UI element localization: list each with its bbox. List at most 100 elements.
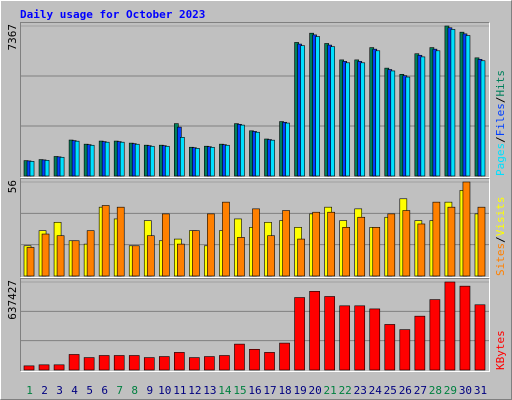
bar xyxy=(146,235,155,277)
bar xyxy=(26,247,35,277)
bar xyxy=(309,291,320,371)
bar xyxy=(189,357,200,371)
x-tick-label: 18 xyxy=(278,384,291,397)
x-tick-label: 10 xyxy=(158,384,171,397)
bar xyxy=(282,210,290,277)
x-tick-label: 19 xyxy=(293,384,306,397)
bar xyxy=(324,296,335,371)
bar xyxy=(477,206,486,277)
bar xyxy=(143,357,155,371)
bar xyxy=(375,50,381,177)
bar xyxy=(113,355,125,371)
bar xyxy=(195,148,200,177)
x-tick-label: 31 xyxy=(474,384,487,397)
bar xyxy=(177,243,185,277)
bar xyxy=(255,131,260,177)
x-tick-label: 29 xyxy=(444,384,457,397)
bar xyxy=(330,46,335,177)
bar xyxy=(149,145,155,177)
bar xyxy=(450,29,456,177)
y-tick-label: 637427 xyxy=(6,280,19,320)
bar xyxy=(312,211,320,277)
bar xyxy=(297,238,305,277)
bar xyxy=(390,70,396,177)
bar xyxy=(53,364,65,371)
bar xyxy=(41,233,50,277)
bar xyxy=(23,365,35,371)
bar xyxy=(444,281,456,371)
x-tick-label: 26 xyxy=(399,384,412,397)
legend-separator: / xyxy=(494,236,507,243)
bar xyxy=(372,227,381,277)
bar xyxy=(219,355,230,371)
bar xyxy=(387,213,396,277)
x-tick-label: 13 xyxy=(203,384,216,397)
bar xyxy=(237,237,245,277)
y-tick-label: 56 xyxy=(6,180,19,193)
bar xyxy=(210,146,215,177)
x-tick-label: 22 xyxy=(339,384,352,397)
bar xyxy=(207,213,215,277)
bar xyxy=(300,45,305,177)
plot-bevel-light xyxy=(20,22,490,178)
bar xyxy=(369,308,381,371)
bar xyxy=(98,355,110,371)
legend-entry: Sites xyxy=(494,243,507,276)
bar xyxy=(89,144,95,177)
bar xyxy=(204,356,215,371)
plot-bevel-light xyxy=(20,278,490,372)
legend-entry: KBytes xyxy=(494,330,507,370)
bar xyxy=(285,122,290,177)
bar xyxy=(225,144,230,177)
x-tick-label: 3 xyxy=(56,384,63,397)
x-tick-label: 15 xyxy=(233,384,246,397)
bar xyxy=(161,213,170,277)
x-tick-label: 12 xyxy=(188,384,201,397)
chart-title: Daily usage for October 2023 xyxy=(20,8,205,21)
bar xyxy=(432,201,441,277)
bar xyxy=(405,76,411,177)
bar xyxy=(345,62,351,177)
bar xyxy=(339,305,351,371)
x-tick-label: 20 xyxy=(309,384,322,397)
legend-separator: / xyxy=(494,97,507,104)
bar xyxy=(131,245,140,277)
bar xyxy=(249,348,260,371)
x-tick-label: 4 xyxy=(71,384,78,397)
x-tick-label: 14 xyxy=(218,384,232,397)
x-tick-label: 25 xyxy=(384,384,397,397)
bar xyxy=(119,141,125,177)
bar xyxy=(357,216,366,277)
bar xyxy=(56,235,65,277)
bar xyxy=(134,143,140,177)
bar xyxy=(384,324,396,371)
bar xyxy=(222,201,230,277)
bar xyxy=(327,211,335,277)
bar xyxy=(240,124,245,177)
bar xyxy=(44,160,50,177)
bar xyxy=(294,297,305,371)
x-tick-label: 9 xyxy=(146,384,153,397)
bar xyxy=(315,36,320,177)
bar xyxy=(459,285,471,371)
x-tick-label: 24 xyxy=(369,384,383,397)
bar xyxy=(267,235,275,277)
bar xyxy=(465,35,471,177)
x-tick-label: 23 xyxy=(354,384,367,397)
bar xyxy=(29,161,35,177)
bar xyxy=(435,50,441,177)
bar xyxy=(158,356,170,371)
plot-bevel-dark xyxy=(20,178,490,278)
plot-bevel-dark xyxy=(20,278,490,372)
legend: Pages/Files/Hits xyxy=(494,70,507,176)
bar xyxy=(174,352,185,371)
legend-entry: Visits xyxy=(494,197,507,237)
bar xyxy=(429,299,441,371)
bar xyxy=(480,60,486,177)
bar xyxy=(420,56,426,177)
bar xyxy=(128,355,140,371)
bar xyxy=(86,230,95,277)
x-tick-label: 5 xyxy=(86,384,93,397)
